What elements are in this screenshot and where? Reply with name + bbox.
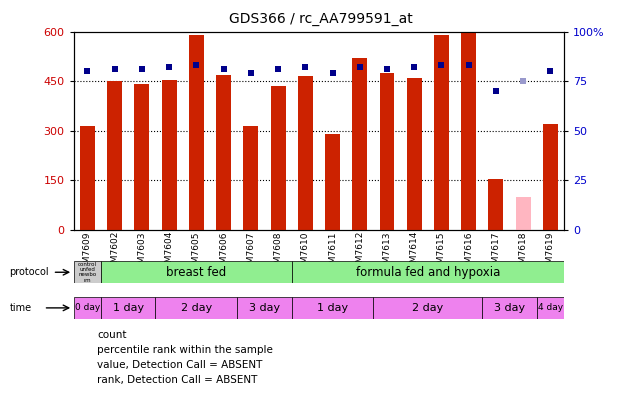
Text: 3 day: 3 day [249, 303, 280, 313]
Bar [434, 35, 449, 230]
Bar [374, 297, 483, 319]
Bar [292, 261, 564, 283]
Bar [292, 297, 373, 319]
Text: protocol: protocol [10, 267, 49, 277]
Bar [101, 261, 292, 283]
Bar [107, 81, 122, 230]
Text: control
unfed
newbo
rm: control unfed newbo rm [78, 262, 97, 283]
Bar [482, 297, 537, 319]
Text: 1 day: 1 day [317, 303, 348, 313]
Bar [155, 297, 237, 319]
Text: 2 day: 2 day [181, 303, 212, 313]
Text: GDS366 / rc_AA799591_at: GDS366 / rc_AA799591_at [229, 12, 412, 26]
Text: 3 day: 3 day [494, 303, 525, 313]
Bar [543, 124, 558, 230]
Bar [80, 126, 95, 230]
Bar [271, 86, 285, 230]
Bar [135, 84, 149, 230]
Bar [216, 74, 231, 230]
Text: count: count [97, 329, 126, 340]
Bar [298, 76, 313, 230]
Bar [101, 297, 155, 319]
Bar [379, 73, 394, 230]
Bar [353, 58, 367, 230]
Text: 1 day: 1 day [113, 303, 144, 313]
Text: 0 day: 0 day [75, 303, 100, 312]
Bar [162, 80, 176, 230]
Bar [237, 297, 292, 319]
Bar [488, 179, 503, 230]
Text: formula fed and hypoxia: formula fed and hypoxia [356, 266, 500, 279]
Text: rank, Detection Call = ABSENT: rank, Detection Call = ABSENT [97, 375, 258, 385]
Bar [537, 297, 564, 319]
Bar [325, 134, 340, 230]
Bar [244, 126, 258, 230]
Text: value, Detection Call = ABSENT: value, Detection Call = ABSENT [97, 360, 262, 370]
Bar [74, 297, 101, 319]
Text: percentile rank within the sample: percentile rank within the sample [97, 345, 273, 355]
Text: 4 day: 4 day [538, 303, 563, 312]
Text: breast fed: breast fed [166, 266, 226, 279]
Bar [516, 197, 531, 230]
Text: 2 day: 2 day [412, 303, 444, 313]
Bar [462, 33, 476, 230]
Bar [74, 261, 101, 283]
Bar [407, 78, 422, 230]
Bar [189, 35, 204, 230]
Text: time: time [10, 303, 32, 313]
